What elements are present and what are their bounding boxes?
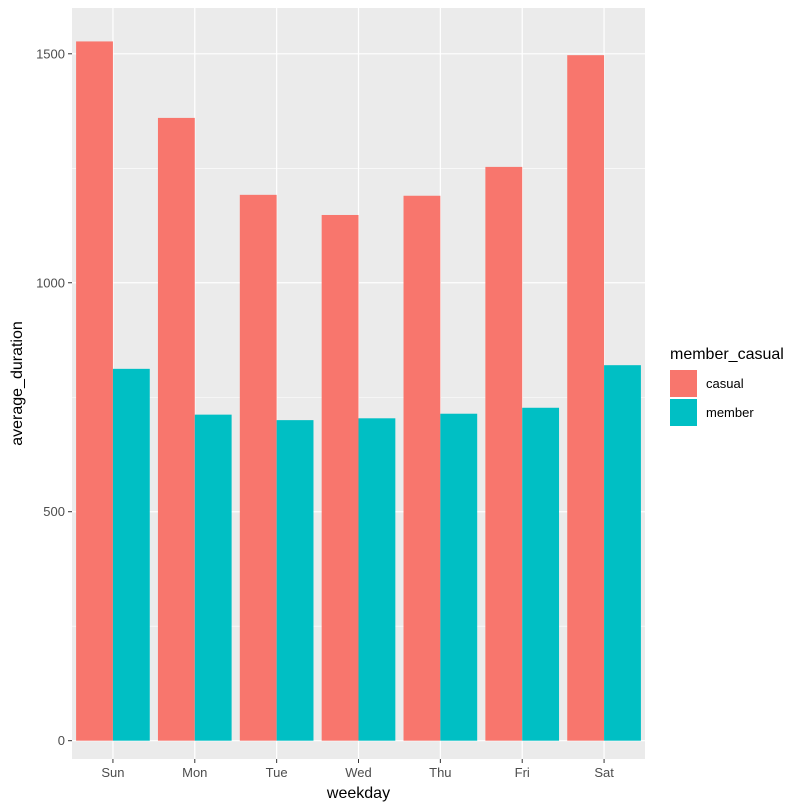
x-tick-label: Thu <box>429 765 451 780</box>
bar-casual-tue <box>239 194 277 741</box>
x-tick-label: Tue <box>266 765 288 780</box>
bar-member-tue <box>276 420 314 741</box>
bar-casual-fri <box>485 166 523 741</box>
legend-key-member <box>670 399 697 426</box>
x-tick-label: Mon <box>182 765 207 780</box>
x-tick-label: Sat <box>594 765 614 780</box>
y-tick-label: 500 <box>43 504 65 519</box>
bar-casual-thu <box>403 195 441 741</box>
legend-label-casual: casual <box>706 376 744 391</box>
y-axis-title: average_duration <box>9 321 26 446</box>
bar-casual-mon <box>157 117 195 741</box>
y-tick-label: 1000 <box>36 275 65 290</box>
bar-member-sat <box>604 365 641 741</box>
bar-member-wed <box>358 418 396 741</box>
bar-member-sun <box>112 368 150 741</box>
legend-label-member: member <box>706 405 754 420</box>
y-axis: 0 500 1000 1500 <box>36 46 72 748</box>
x-tick-label: Sun <box>101 765 124 780</box>
x-axis: Sun Mon Tue Wed Thu Fri Sat <box>101 759 614 780</box>
bar-member-fri <box>522 407 560 741</box>
legend-key-casual <box>670 370 697 397</box>
y-tick-label: 0 <box>58 733 65 748</box>
legend: member_casual casual member <box>670 346 784 426</box>
bar-casual-sun <box>76 41 113 741</box>
x-tick-label: Wed <box>345 765 372 780</box>
x-tick-label: Fri <box>515 765 530 780</box>
bar-member-mon <box>194 414 232 741</box>
bar-member-thu <box>440 413 478 741</box>
x-axis-title: weekday <box>326 785 390 802</box>
bars <box>76 41 641 741</box>
bar-casual-sat <box>567 55 605 741</box>
y-tick-label: 1500 <box>36 46 65 61</box>
legend-title: member_casual <box>670 346 784 363</box>
bar-casual-wed <box>321 214 359 741</box>
